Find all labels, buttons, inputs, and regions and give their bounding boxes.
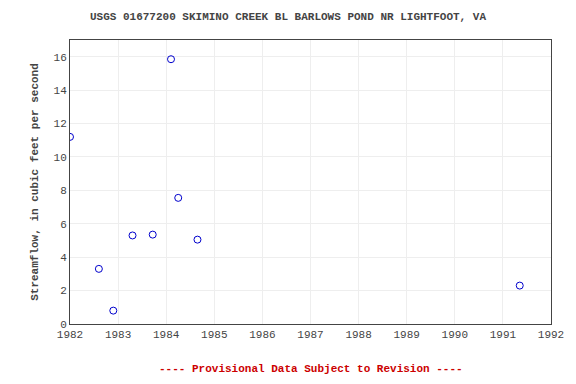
svg-text:1988: 1988 <box>345 329 371 341</box>
svg-text:1982: 1982 <box>57 329 83 341</box>
svg-text:8: 8 <box>60 185 67 197</box>
svg-text:2: 2 <box>60 285 67 297</box>
svg-text:1990: 1990 <box>442 329 468 341</box>
svg-text:USGS 01677200 SKIMINO CREEK BL: USGS 01677200 SKIMINO CREEK BL BARLOWS P… <box>90 11 486 23</box>
svg-text:12: 12 <box>54 118 67 130</box>
svg-text:1991: 1991 <box>490 329 517 341</box>
svg-text:4: 4 <box>60 252 67 264</box>
svg-text:14: 14 <box>54 85 68 97</box>
svg-text:1985: 1985 <box>201 329 227 341</box>
svg-text:1983: 1983 <box>105 329 131 341</box>
svg-text:16: 16 <box>54 52 67 64</box>
svg-text:6: 6 <box>60 219 67 231</box>
svg-text:1992: 1992 <box>538 329 564 341</box>
svg-text:1987: 1987 <box>297 329 323 341</box>
svg-text:0: 0 <box>60 319 67 331</box>
svg-text:Streamflow, in cubic feet per: Streamflow, in cubic feet per second <box>29 63 41 301</box>
svg-text:1986: 1986 <box>249 329 275 341</box>
svg-text:1984: 1984 <box>153 329 180 341</box>
svg-text:10: 10 <box>54 152 67 164</box>
svg-text:---- Provisional Data Subject: ---- Provisional Data Subject to Revisio… <box>159 363 463 375</box>
svg-text:1989: 1989 <box>393 329 419 341</box>
